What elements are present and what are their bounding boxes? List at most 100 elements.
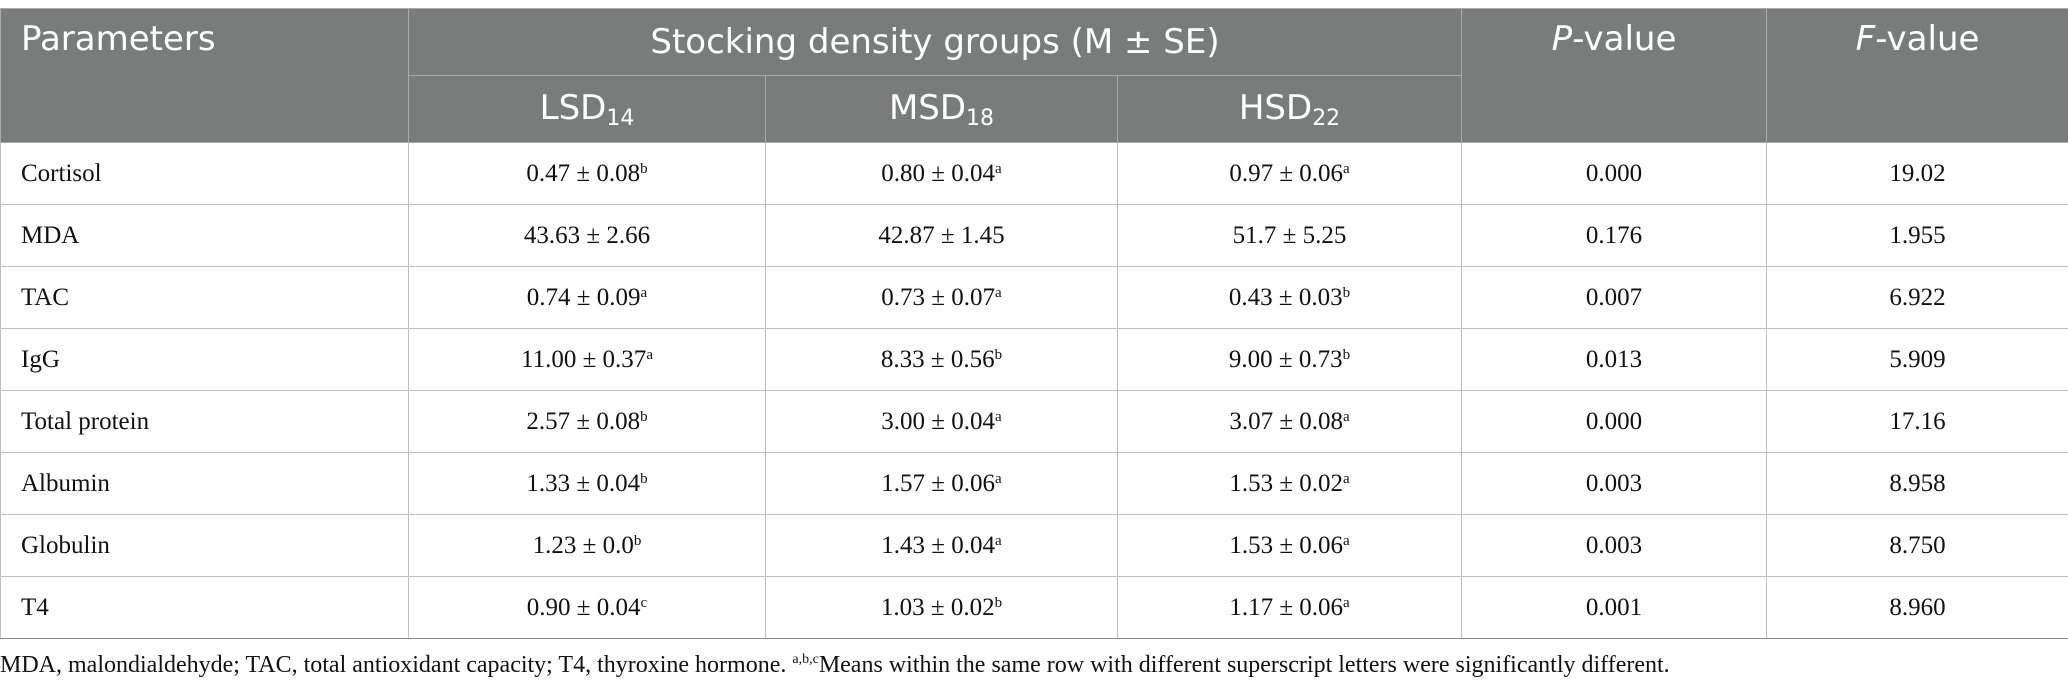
row-parameter-name: Cortisol bbox=[0, 142, 409, 205]
row-group-value: 0.97 ± 0.06a bbox=[1116, 142, 1463, 205]
table-row: IgG 11.00 ± 0.37a 8.33 ± 0.56b 9.00 ± 0.73b… bbox=[0, 328, 2068, 391]
mean-se-value: 9.00 ± 0.73 bbox=[1228, 345, 1343, 373]
row-parameter-name: Albumin bbox=[0, 452, 409, 515]
row-p-value: 0.003 bbox=[1461, 514, 1768, 577]
row-parameter-name: Total protein bbox=[0, 390, 409, 453]
significance-letter: b bbox=[640, 470, 648, 487]
significance-letter: b bbox=[994, 346, 1003, 363]
row-parameter-name: TAC bbox=[0, 266, 409, 329]
mean-se-value: 1.17 ± 0.06 bbox=[1229, 593, 1344, 621]
table-row: MDA 43.63 ± 2.66 42.87 ± 1.45 51.7 ± 5.25 0.… bbox=[0, 204, 2068, 267]
mean-se-value: 0.80 ± 0.04 bbox=[881, 159, 996, 187]
row-f-value: 8.750 bbox=[1766, 514, 2068, 577]
row-parameter-name: T4 bbox=[0, 576, 409, 639]
f-italic: F bbox=[1855, 19, 1876, 59]
header-f-value: F-value bbox=[1766, 8, 2068, 143]
table-row: TAC 0.74 ± 0.09a 0.73 ± 0.07a 0.43 ± 0.03b 0… bbox=[0, 266, 2068, 329]
mean-se-value: 1.57 ± 0.06 bbox=[881, 469, 996, 497]
row-group-value: 0.47 ± 0.08b bbox=[408, 142, 766, 205]
row-f-value: 8.960 bbox=[1766, 576, 2068, 639]
mean-se-value: 2.57 ± 0.08 bbox=[526, 407, 641, 435]
footnote-lead: MDA, malondialdehyde; TAC, total antioxi… bbox=[0, 652, 793, 678]
mean-se-value: 1.43 ± 0.04 bbox=[881, 531, 996, 559]
significance-letter: b bbox=[1342, 284, 1351, 301]
row-group-value: 1.23 ± 0.0b bbox=[408, 514, 766, 577]
row-f-value: 6.922 bbox=[1766, 266, 2068, 329]
significance-letter: b bbox=[640, 160, 648, 177]
header-parameters: Parameters bbox=[0, 8, 409, 143]
table-header: Parameters Stocking density groups (M ± … bbox=[0, 8, 2068, 143]
row-group-value: 1.53 ± 0.06a bbox=[1116, 514, 1463, 577]
table-row: Cortisol 0.47 ± 0.08b 0.80 ± 0.04a 0.97 ± 0… bbox=[0, 142, 2068, 205]
row-group-value: 1.03 ± 0.02b bbox=[765, 576, 1118, 639]
significance-letter: a bbox=[1343, 470, 1350, 487]
mean-se-value: 3.07 ± 0.08 bbox=[1229, 407, 1344, 435]
msd-sub: 18 bbox=[966, 105, 995, 131]
table-row: T4 0.90 ± 0.04c 1.03 ± 0.02b 1.17 ± 0.06a 0.… bbox=[0, 576, 2068, 639]
table-row: Globulin 1.23 ± 0.0b 1.43 ± 0.04a 1.53 ± 0.… bbox=[0, 514, 2068, 577]
significance-letter: a bbox=[1343, 160, 1350, 177]
mean-se-value: 1.03 ± 0.02 bbox=[880, 593, 995, 621]
row-f-value: 5.909 bbox=[1766, 328, 2068, 391]
significance-letter: b bbox=[994, 594, 1003, 611]
row-p-value: 0.176 bbox=[1461, 204, 1768, 267]
mean-se-value: 1.53 ± 0.02 bbox=[1229, 469, 1344, 497]
row-group-value: 42.87 ± 1.45 bbox=[765, 204, 1118, 267]
mean-se-value: 42.87 ± 1.45 bbox=[878, 221, 1005, 249]
significance-letter: a bbox=[995, 160, 1002, 177]
row-group-value: 51.7 ± 5.25 bbox=[1116, 204, 1463, 267]
significance-letter: b bbox=[633, 532, 642, 549]
header-msd: MSD18 bbox=[765, 75, 1118, 143]
f-rest: -value bbox=[1875, 19, 1980, 59]
row-f-value: 17.16 bbox=[1766, 390, 2068, 453]
mean-se-value: 0.97 ± 0.06 bbox=[1229, 159, 1344, 187]
hsd-sub: 22 bbox=[1312, 105, 1341, 131]
row-group-value: 1.57 ± 0.06a bbox=[765, 452, 1118, 515]
table-footnote: MDA, malondialdehyde; TAC, total antioxi… bbox=[0, 652, 2068, 679]
row-group-value: 0.73 ± 0.07a bbox=[765, 266, 1118, 329]
mean-se-value: 1.53 ± 0.06 bbox=[1229, 531, 1344, 559]
table-row: Albumin 1.33 ± 0.04b 1.57 ± 0.06a 1.53 ± 0.… bbox=[0, 452, 2068, 515]
mean-se-value: 43.63 ± 2.66 bbox=[523, 221, 651, 249]
row-group-value: 3.00 ± 0.04a bbox=[765, 390, 1118, 453]
row-parameter-name: Globulin bbox=[0, 514, 409, 577]
significance-letter: c bbox=[640, 594, 648, 611]
header-hsd: HSD22 bbox=[1116, 75, 1463, 143]
row-group-value: 43.63 ± 2.66 bbox=[408, 204, 766, 267]
significance-letter: a bbox=[1343, 408, 1350, 425]
mean-se-value: 1.23 ± 0.0 bbox=[532, 531, 634, 559]
mean-se-value: 0.73 ± 0.07 bbox=[881, 283, 996, 311]
significance-letter: a bbox=[995, 408, 1002, 425]
significance-letter: a bbox=[646, 346, 653, 363]
row-group-value: 0.43 ± 0.03b bbox=[1116, 266, 1463, 329]
mean-se-value: 0.47 ± 0.08 bbox=[526, 159, 641, 187]
mean-se-value: 8.33 ± 0.56 bbox=[880, 345, 995, 373]
row-group-value: 2.57 ± 0.08b bbox=[408, 390, 766, 453]
msd-base: MSD bbox=[888, 87, 967, 128]
row-p-value: 0.000 bbox=[1461, 142, 1768, 205]
results-table: Parameters Stocking density groups (M ± … bbox=[0, 8, 2068, 639]
mean-se-value: 0.90 ± 0.04 bbox=[526, 593, 641, 621]
row-p-value: 0.003 bbox=[1461, 452, 1768, 515]
row-parameter-name: MDA bbox=[0, 204, 409, 267]
significance-letter: a bbox=[1343, 532, 1350, 549]
significance-letter: b bbox=[1342, 346, 1351, 363]
mean-se-value: 51.7 ± 5.25 bbox=[1232, 221, 1347, 249]
row-f-value: 19.02 bbox=[1766, 142, 2068, 205]
mean-se-value: 0.43 ± 0.03 bbox=[1228, 283, 1343, 311]
row-group-value: 3.07 ± 0.08a bbox=[1116, 390, 1463, 453]
row-group-value: 1.53 ± 0.02a bbox=[1116, 452, 1463, 515]
significance-letter: a bbox=[1343, 594, 1350, 611]
lsd-base: LSD bbox=[539, 87, 607, 128]
p-italic: P bbox=[1551, 19, 1573, 59]
row-group-value: 1.43 ± 0.04a bbox=[765, 514, 1118, 577]
row-group-value: 1.17 ± 0.06a bbox=[1116, 576, 1463, 639]
table-container: Parameters Stocking density groups (M ± … bbox=[0, 8, 2068, 639]
mean-se-value: 11.00 ± 0.37 bbox=[521, 345, 647, 373]
mean-se-value: 1.33 ± 0.04 bbox=[526, 469, 641, 497]
significance-letter: b bbox=[640, 408, 648, 425]
header-p-value: P-value bbox=[1461, 8, 1768, 143]
significance-letter: a bbox=[995, 284, 1002, 301]
header-group-title: Stocking density groups (M ± SE) bbox=[407, 8, 1463, 76]
row-group-value: 1.33 ± 0.04b bbox=[408, 452, 766, 515]
